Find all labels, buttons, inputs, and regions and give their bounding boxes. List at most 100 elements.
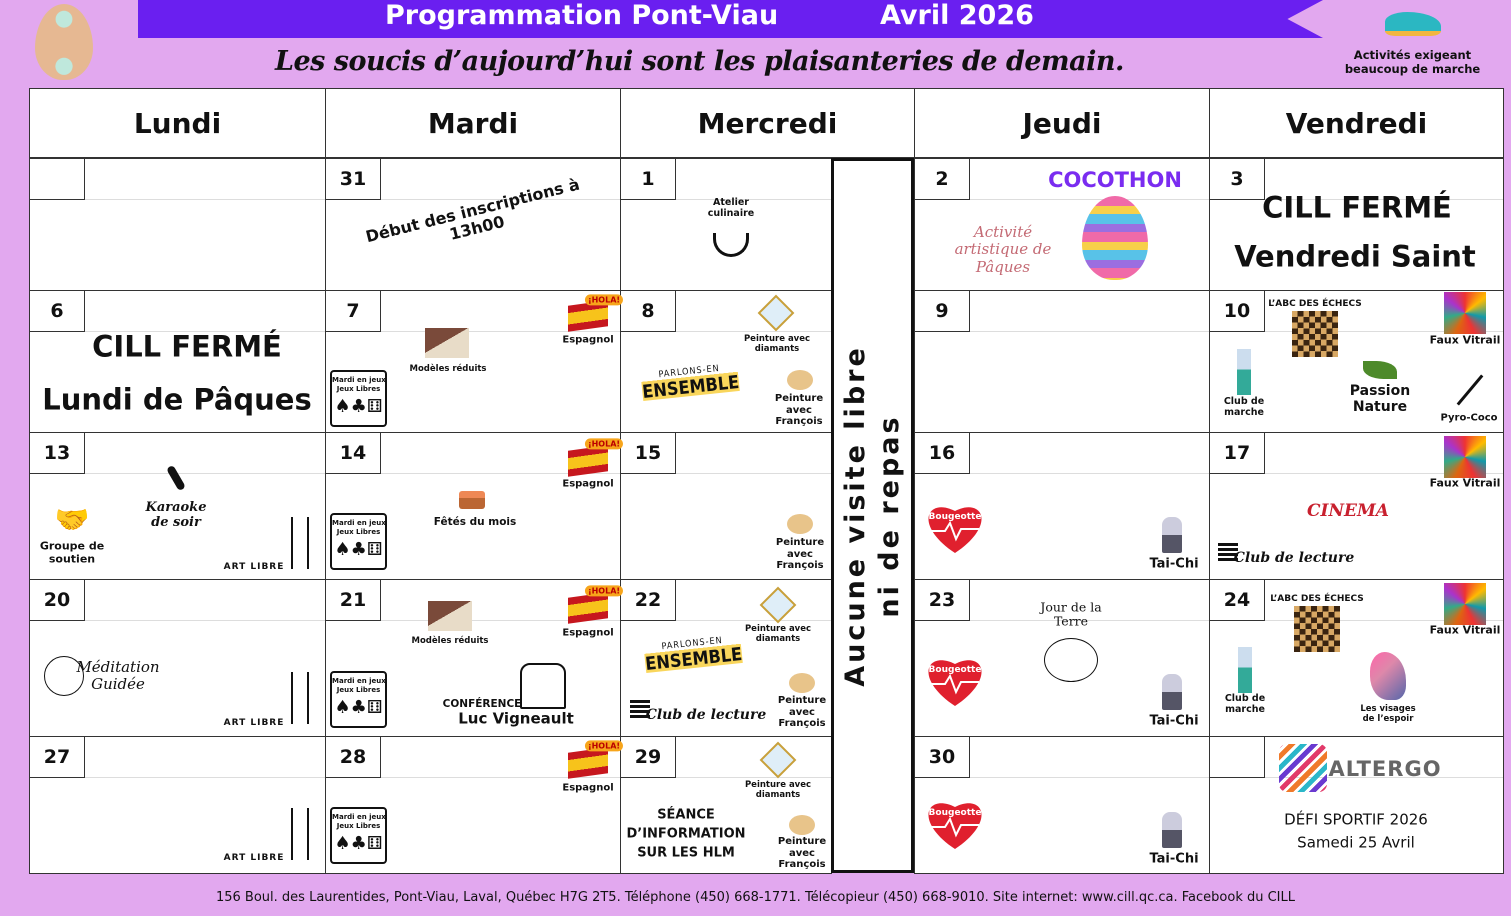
- mardi-jeux-box: Mardi en jeux Jeux Libres ♠♣⚅: [330, 807, 387, 864]
- cell-divider: [1210, 620, 1503, 621]
- easel-icon: [291, 808, 309, 860]
- cake-icon: [459, 491, 485, 509]
- house-icon: [425, 328, 469, 358]
- closed-text: CILL FERMÉ: [1262, 190, 1452, 225]
- date-number: 6: [30, 291, 85, 332]
- paques-art-text: Activité artistique de Pâques: [954, 223, 1052, 276]
- echecs-text: L’ABC DES ÉCHECS: [1268, 298, 1362, 309]
- day-header-mardi: Mardi: [325, 88, 621, 158]
- no-visit-banner: Aucune visite libre ni de repas: [831, 158, 914, 873]
- jeux-subtitle: Jeux Libres: [336, 528, 381, 536]
- date-number: 16: [915, 433, 970, 474]
- page-title: Programmation Pont-Viau: [385, 0, 779, 31]
- espagnol-text: Espagnol: [562, 478, 614, 490]
- cell-divider: [621, 777, 831, 778]
- cell-divider: [30, 620, 325, 621]
- art-libre-text: ART LIBRE: [223, 561, 285, 572]
- espagnol-text: Espagnol: [562, 782, 614, 794]
- day-cell-lundi-week4: 20: [29, 579, 326, 737]
- cell-divider: [30, 331, 325, 332]
- meditation-text: Méditation Guidée: [76, 657, 160, 693]
- day-cell-mercredi-week3: 15: [620, 432, 832, 580]
- espagnol-text: Espagnol: [562, 334, 614, 346]
- espagnol-text: Espagnol: [562, 627, 614, 639]
- closed-text: CILL FERMÉ: [92, 329, 282, 364]
- modeles-text: Modèles réduits: [409, 364, 487, 375]
- date-number: 1: [621, 159, 676, 200]
- date-number: [30, 159, 85, 200]
- cell-divider: [621, 331, 831, 332]
- day-cell-lundi-week5: 27: [29, 736, 326, 874]
- bougeotte-heart-icon: Bougeotte: [928, 803, 982, 849]
- karaoke-text: Karaoke de soir: [145, 500, 207, 530]
- cell-divider: [326, 620, 620, 621]
- cell-divider: [326, 331, 620, 332]
- date-number: 13: [30, 433, 85, 474]
- jeux-title: Mardi en jeux: [332, 519, 386, 527]
- francois-text: Peinture avec François: [777, 694, 827, 729]
- bowl-whisk-icon: [713, 233, 749, 257]
- cards-dice-icon: ♠♣⚅: [334, 697, 383, 718]
- footer-contact: 156 Boul. des Laurentides, Pont-Viau, La…: [215, 890, 1295, 905]
- cards-dice-icon: ♠♣⚅: [334, 396, 383, 417]
- cell-divider: [1210, 473, 1503, 474]
- day-header-jeudi: Jeudi: [914, 88, 1210, 158]
- hola-badge: ¡HOLA!: [584, 585, 624, 597]
- modeles-text: Modèles réduits: [411, 636, 489, 647]
- date-number: 8: [621, 291, 676, 332]
- vitrail-text: Faux Vitrail: [1429, 333, 1501, 347]
- date-number: 10: [1210, 291, 1265, 332]
- hola-badge: ¡HOLA!: [584, 740, 624, 752]
- terre-text: Jour de la Terre: [1040, 599, 1102, 629]
- stained-glass-icon: [1444, 583, 1486, 625]
- date-number: 2: [915, 159, 970, 200]
- cell-divider: [30, 777, 325, 778]
- art-libre-text: ART LIBRE: [223, 717, 285, 728]
- easter-egg-logo: [35, 4, 93, 80]
- easel-icon: [291, 517, 309, 569]
- samedi-text: Samedi 25 Avril: [1297, 833, 1415, 852]
- earth-hands-icon: [1044, 638, 1098, 682]
- mardi-jeux-box: Mardi en jeux Jeux Libres ♠♣⚅: [330, 671, 387, 728]
- sneaker-icon: [1385, 12, 1441, 36]
- leaf-icon: [1363, 361, 1397, 379]
- mardi-jeux-box: Mardi en jeux Jeux Libres ♠♣⚅: [330, 513, 387, 570]
- banner-line-1: Aucune visite libre: [839, 344, 871, 687]
- cell-divider: [326, 199, 620, 200]
- bougeotte-heart-icon: Bougeotte: [928, 660, 982, 706]
- motto: Les soucis d’aujourd’hui sont les plaisa…: [275, 46, 1124, 77]
- taichi-text: Tai-Chi: [1149, 851, 1199, 867]
- cell-divider: [1210, 777, 1503, 778]
- title-banner: [138, 0, 1323, 38]
- day-cell-jeudi-week2: 9: [914, 290, 1210, 433]
- jeux-subtitle: Jeux Libres: [336, 686, 381, 694]
- cell-divider: [621, 620, 831, 621]
- easter-egg-icon: [1082, 196, 1148, 280]
- mardi-jeux-box: Mardi en jeux Jeux Libres ♠♣⚅: [330, 370, 387, 427]
- walker-icon: [1238, 647, 1252, 693]
- diamants-text: Peinture avec diamants: [744, 780, 812, 800]
- passion-text: Passion Nature: [1349, 383, 1411, 415]
- date-number: 3: [1210, 159, 1265, 200]
- date-number: 17: [1210, 433, 1265, 474]
- hlm-text: SÉANCE D’INFORMATION SUR LES HLM: [626, 807, 746, 861]
- walker-icon: [1237, 349, 1251, 395]
- day-cell-lundi-week1: [29, 158, 326, 291]
- house-icon: [428, 601, 472, 631]
- date-number: 28: [326, 737, 381, 778]
- vitrail-text: Faux Vitrail: [1429, 476, 1501, 490]
- marche-text: Club de marche: [1223, 396, 1265, 418]
- date-number: 29: [621, 737, 676, 778]
- stained-glass-icon: [1444, 436, 1486, 478]
- cell-divider: [1210, 199, 1503, 200]
- bougeotte-text: Bougeotte: [929, 512, 982, 522]
- day-cell-vendredi-week2: 10: [1209, 290, 1504, 433]
- palette-icon: [787, 370, 813, 390]
- easel-icon: [291, 672, 309, 724]
- cinema-text: CINEMA: [1307, 501, 1389, 522]
- chessboard-icon: [1292, 311, 1338, 357]
- stained-glass-icon: [1444, 292, 1486, 334]
- cards-dice-icon: ♠♣⚅: [334, 539, 383, 560]
- visages-text: Les visages de l’espoir: [1360, 704, 1416, 724]
- date-number: 31: [326, 159, 381, 200]
